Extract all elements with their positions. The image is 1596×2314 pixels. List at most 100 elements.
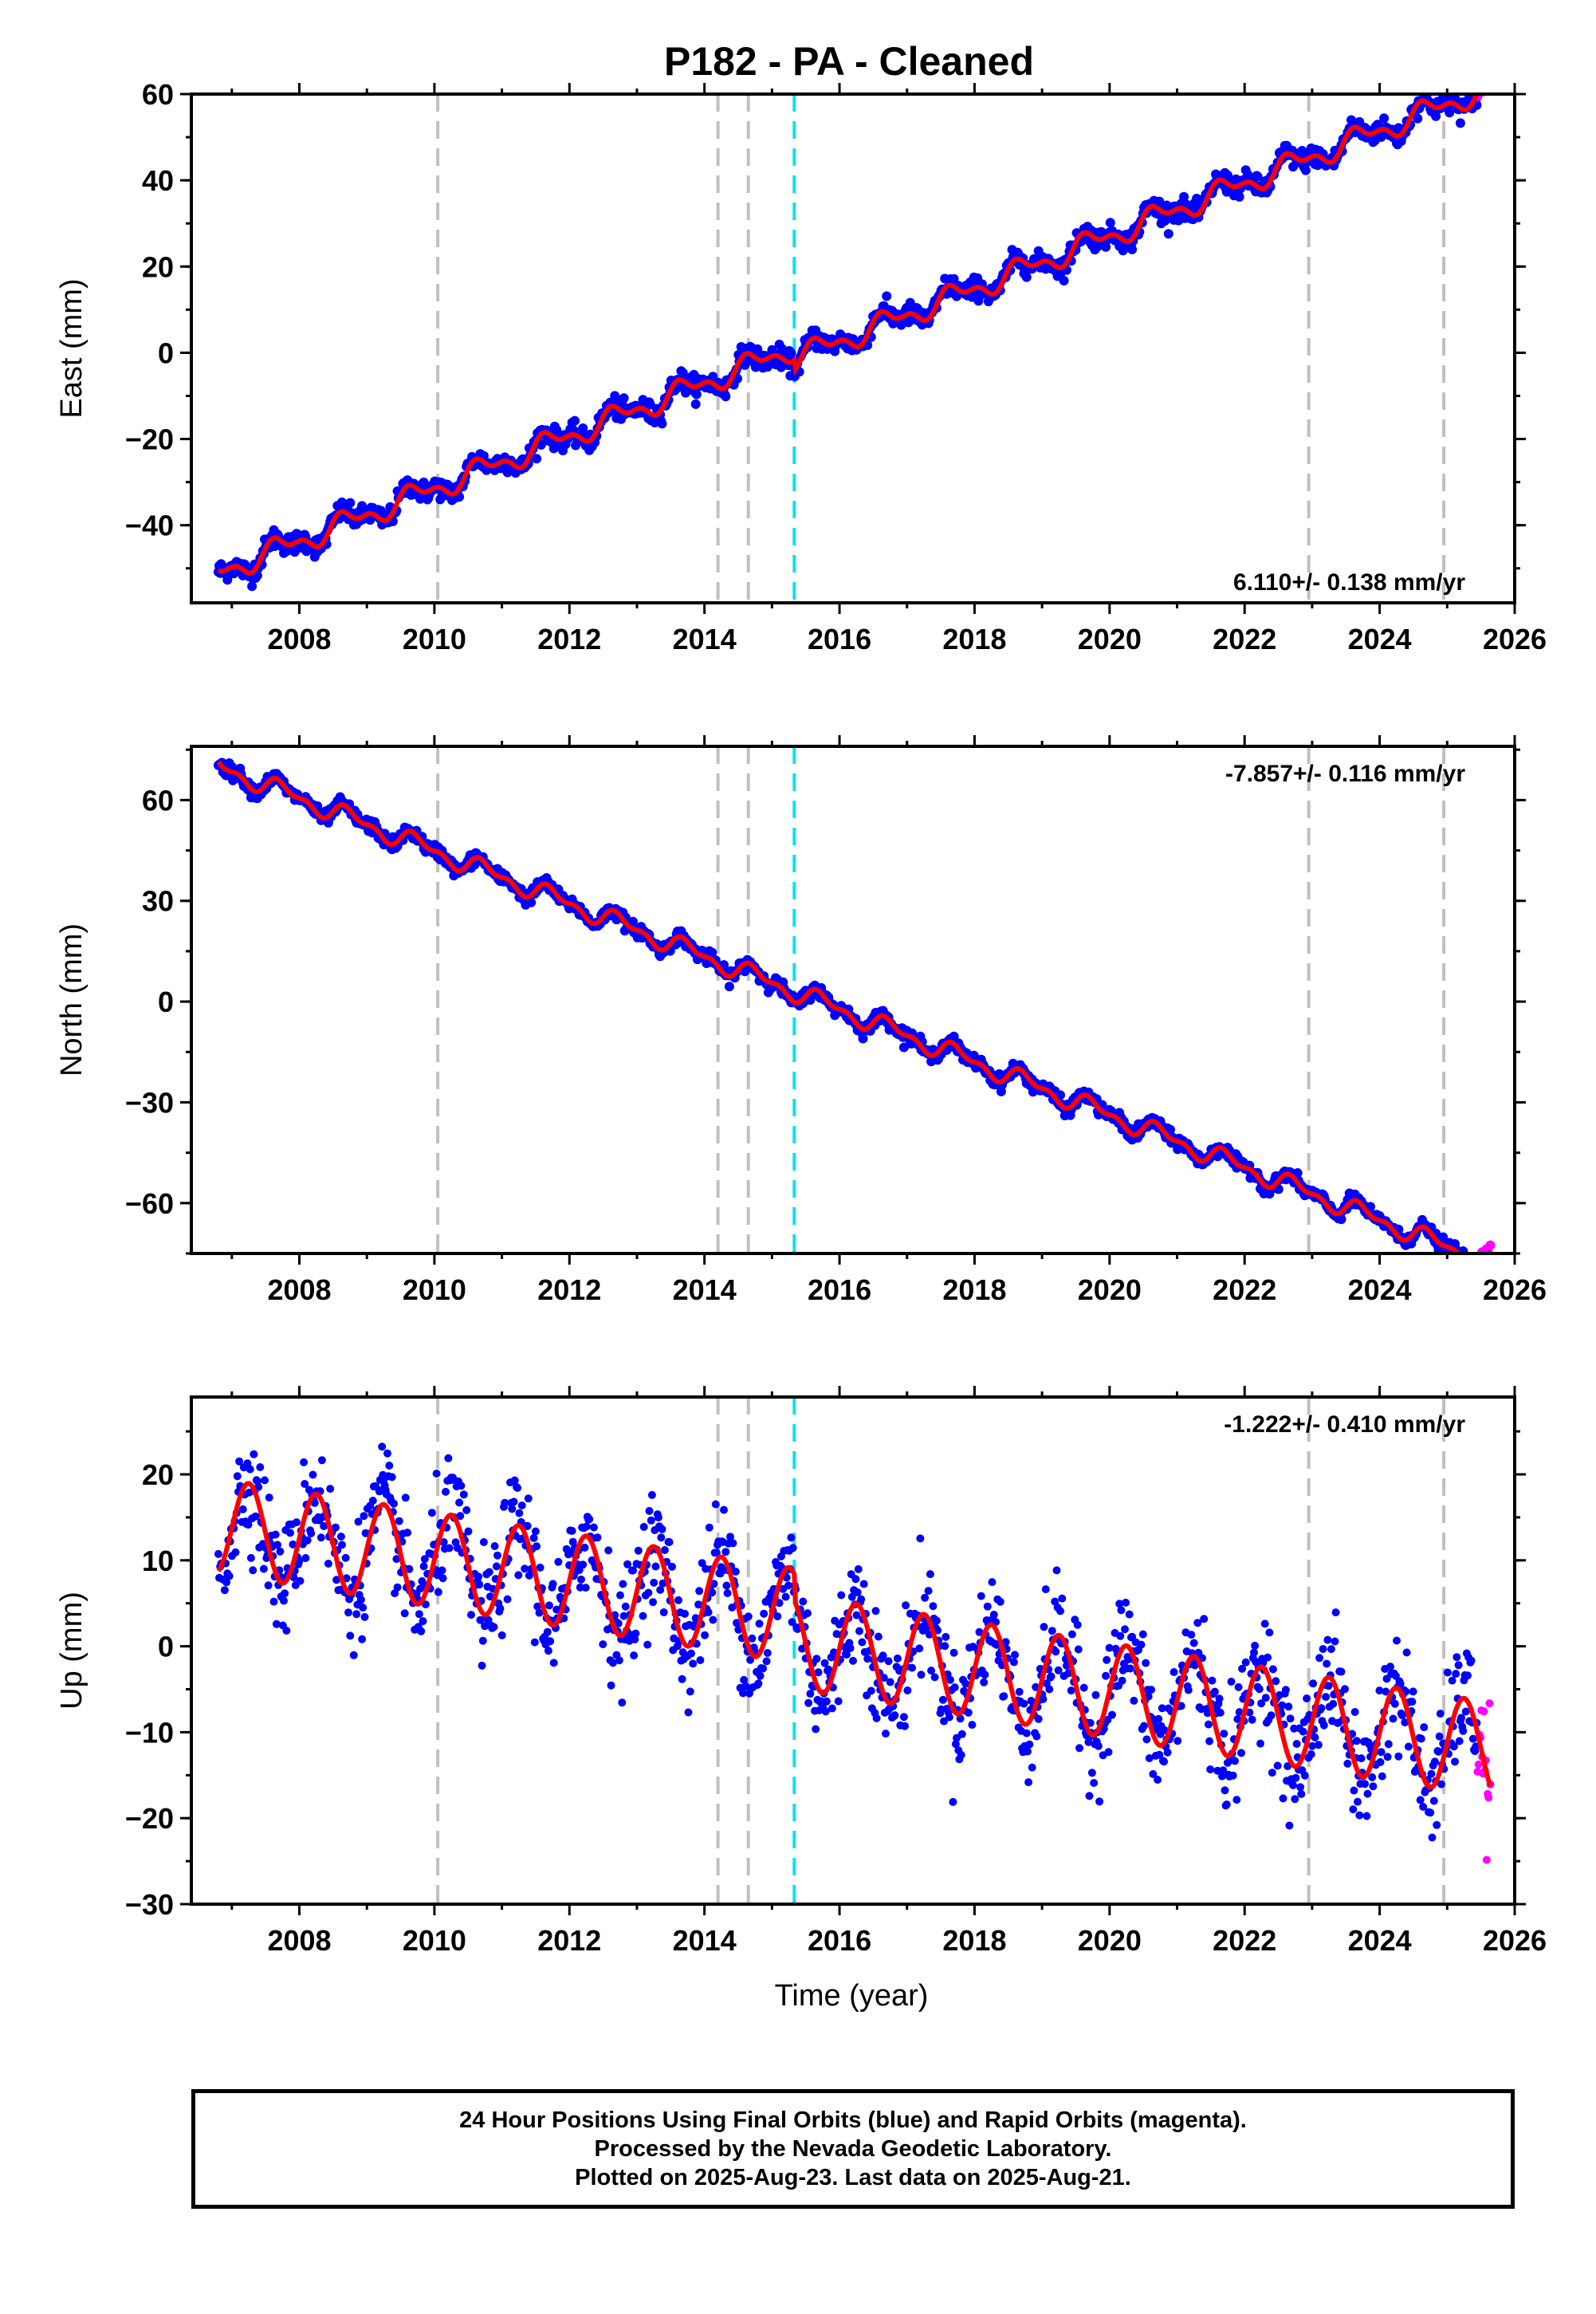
data-point: [701, 1631, 710, 1639]
data-point: [251, 1512, 260, 1521]
data-point: [614, 1619, 623, 1627]
data-point: [1155, 1750, 1164, 1759]
data-point: [1324, 1682, 1333, 1690]
data-point: [854, 1564, 863, 1573]
data-point: [568, 1526, 576, 1535]
data-point: [1059, 276, 1069, 285]
data-point: [1095, 1797, 1104, 1806]
data-point: [1219, 1766, 1228, 1775]
data-point: [1292, 1168, 1303, 1178]
data-point: [1427, 1769, 1436, 1778]
data-point: [1472, 1257, 1481, 1266]
data-points-up: [214, 1442, 1495, 1864]
data-point: [455, 1498, 464, 1507]
data-point: [1257, 1699, 1266, 1708]
data-point: [1184, 1686, 1193, 1694]
data-point: [639, 1522, 648, 1531]
data-point: [1232, 1796, 1241, 1804]
data-point: [1452, 1670, 1460, 1678]
data-point: [1265, 1628, 1274, 1637]
y-axis-label-north: North (mm): [55, 923, 88, 1076]
data-point: [660, 1546, 669, 1554]
data-point: [734, 1625, 743, 1634]
data-point: [1040, 1623, 1048, 1631]
north-panel: 2008 2010 2012 2014 2016 2018 2020 2022 2024 2026…: [55, 735, 1547, 1306]
data-point: [930, 1673, 939, 1682]
data-point: [457, 1482, 466, 1490]
data-point: [214, 1549, 222, 1558]
data-point: [1292, 1740, 1301, 1748]
data-point: [1028, 1763, 1036, 1772]
data-point: [1474, 1760, 1483, 1769]
data-point: [1443, 1668, 1452, 1677]
data-point: [1474, 77, 1484, 86]
data-point: [1323, 1659, 1331, 1668]
data-point: [1163, 229, 1173, 239]
data-point: [927, 1667, 936, 1675]
data-point: [1090, 1779, 1099, 1787]
data-point: [1482, 1856, 1491, 1864]
figure-title: P182 - PA - Cleaned: [664, 39, 1034, 84]
data-point: [822, 1697, 831, 1706]
data-point: [1331, 1637, 1339, 1646]
data-point: [814, 1668, 823, 1677]
data-point: [989, 1611, 998, 1619]
data-point: [1142, 1735, 1151, 1744]
data-point: [474, 1572, 483, 1581]
data-point: [709, 1615, 717, 1624]
rate-label-east: 6.110+/- 0.138 mm/yr: [1233, 569, 1465, 596]
data-point: [1221, 1786, 1229, 1795]
data-point: [244, 1521, 253, 1529]
data-point: [855, 1627, 863, 1635]
data-point: [1210, 1687, 1219, 1696]
data-point: [444, 1454, 453, 1462]
data-point: [272, 1619, 281, 1628]
data-point: [1309, 1679, 1318, 1688]
data-point: [1197, 1705, 1205, 1714]
data-point: [378, 1442, 387, 1451]
data-point: [478, 1661, 486, 1670]
data-point: [1350, 1708, 1359, 1716]
data-point: [1433, 1820, 1441, 1829]
data-point: [941, 1642, 949, 1651]
data-point: [1268, 1665, 1277, 1674]
data-point: [950, 1683, 959, 1692]
data-point: [1273, 1184, 1283, 1194]
data-point: [1027, 1697, 1036, 1705]
data-point: [510, 1476, 519, 1485]
data-point: [554, 1557, 563, 1566]
data-point: [678, 1675, 686, 1683]
data-point: [787, 1533, 796, 1542]
data-point: [1189, 1639, 1198, 1647]
data-point: [1285, 1821, 1294, 1830]
data-point: [872, 1714, 881, 1722]
data-point: [1235, 1708, 1244, 1717]
data-point: [651, 1562, 660, 1571]
data-point: [755, 1619, 764, 1628]
data-point: [265, 1493, 273, 1502]
data-point: [1362, 1812, 1371, 1820]
data-point: [740, 1675, 749, 1684]
data-point: [508, 1505, 517, 1513]
data-point: [247, 581, 257, 592]
data-point: [1436, 1710, 1445, 1718]
data-point: [1052, 1647, 1060, 1656]
data-point: [235, 1457, 244, 1466]
data-point: [1021, 272, 1032, 282]
data-point: [1420, 1723, 1429, 1732]
footer-caption-box: 24 Hour Positions Using Final Orbits (bl…: [191, 2089, 1515, 2209]
data-point: [762, 362, 772, 372]
data-point: [360, 1612, 369, 1621]
data-point: [1241, 1658, 1250, 1667]
data-point: [249, 1566, 257, 1575]
data-point: [456, 1512, 465, 1521]
data-point: [1486, 64, 1496, 73]
data-point: [1475, 1260, 1484, 1269]
data-point: [871, 1607, 880, 1615]
data-point: [415, 1610, 423, 1619]
data-point: [1200, 1615, 1209, 1623]
data-point: [1261, 1694, 1270, 1702]
data-point: [1303, 1694, 1311, 1702]
data-point: [619, 393, 629, 403]
x-tick-label: 2018: [942, 623, 1006, 655]
